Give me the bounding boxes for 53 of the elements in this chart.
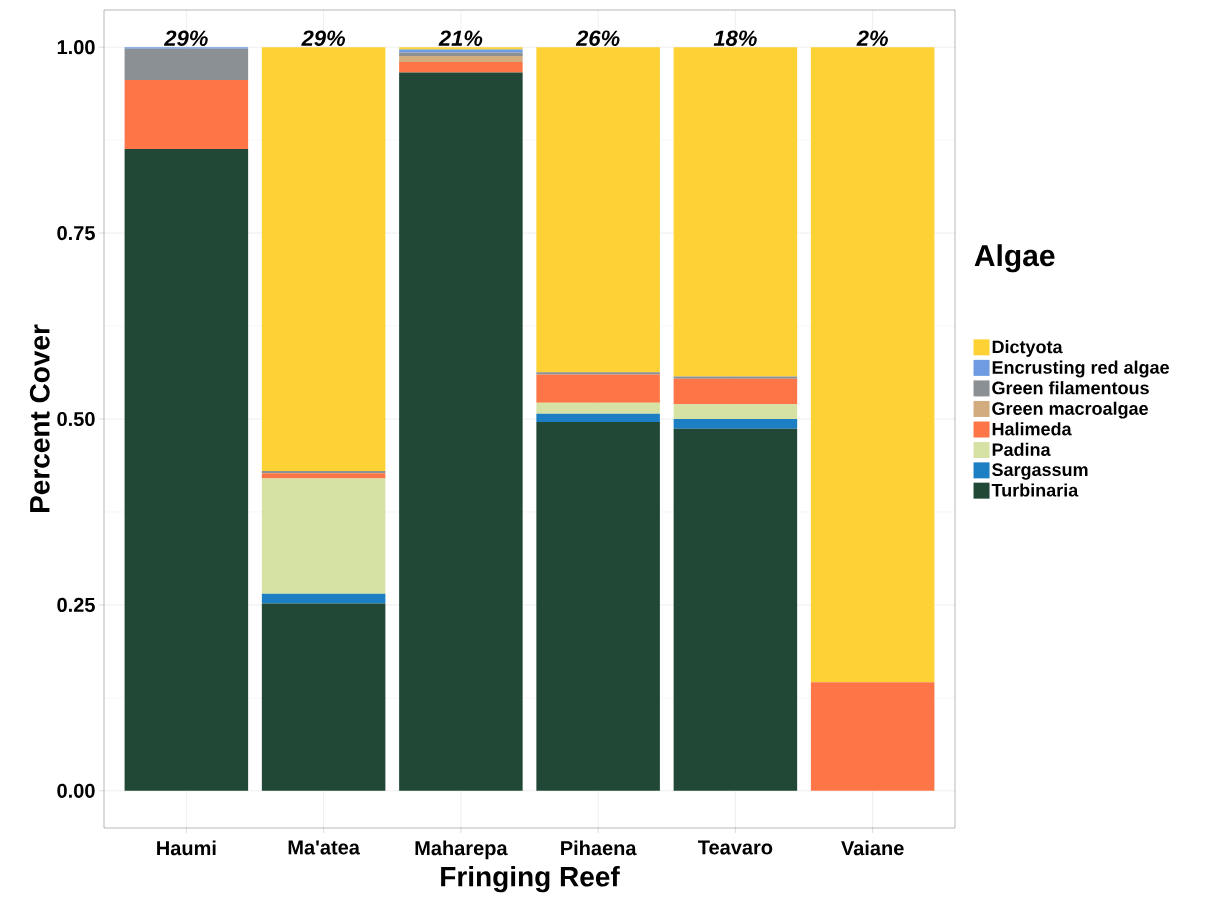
bar <box>399 56 523 63</box>
legend-label: Encrusting red algae <box>992 360 1169 378</box>
annotation: 2% <box>856 30 888 46</box>
y-tick-label: 0.50 <box>57 411 95 427</box>
bar <box>810 682 935 791</box>
bar <box>124 79 249 150</box>
bar <box>124 149 249 791</box>
bar <box>673 428 798 791</box>
bar <box>673 419 798 429</box>
x-tick-label: Maharepa <box>415 840 508 860</box>
annotation: 18% <box>713 30 757 46</box>
annotation: 29% <box>301 30 346 46</box>
bar <box>261 473 386 479</box>
bar <box>261 603 386 791</box>
legend-label: Sargassum <box>992 463 1088 480</box>
legend-label: Green macroalgae <box>992 401 1148 419</box>
y-tick-label: 0.25 <box>57 597 95 612</box>
annotation: 21% <box>438 30 483 46</box>
bar <box>124 48 249 80</box>
bar <box>536 421 660 791</box>
bar <box>536 413 660 422</box>
y-axis-title: Percent Cover <box>29 324 50 513</box>
x-axis-title: Fringing Reef <box>441 866 620 893</box>
bar <box>536 374 660 403</box>
bar <box>399 62 523 73</box>
x-tick-label: Haumi <box>157 840 216 856</box>
x-tick-label: Pihaena <box>561 840 637 856</box>
legend-label: Padina <box>992 442 1051 456</box>
bar <box>673 404 798 419</box>
bar <box>673 378 798 405</box>
x-tick-label: Ma'atea <box>288 840 361 855</box>
legend-label: Dictyota <box>992 340 1063 357</box>
bar <box>536 402 660 414</box>
bar <box>673 47 798 377</box>
annotation: 29% <box>164 30 208 46</box>
bar <box>399 72 523 791</box>
bar <box>261 478 386 594</box>
bar <box>399 52 523 57</box>
legend-title: Algae <box>974 244 1055 273</box>
legend-label: Green filamentous <box>992 381 1149 395</box>
y-tick-label: 1.00 <box>57 40 95 55</box>
bar <box>536 47 660 373</box>
y-tick-label: 0.75 <box>57 226 95 241</box>
annotation: 26% <box>575 30 620 46</box>
bar <box>536 372 660 375</box>
bar <box>261 593 386 604</box>
bar <box>810 47 935 683</box>
x-tick-label: Teavaro <box>698 840 773 855</box>
x-tick-label: Vaiane <box>841 840 904 856</box>
y-tick-label: 0.00 <box>57 783 95 798</box>
legend-label: Turbinaria <box>991 483 1079 497</box>
bar <box>261 47 386 472</box>
legend-label: Halimeda <box>992 422 1072 436</box>
